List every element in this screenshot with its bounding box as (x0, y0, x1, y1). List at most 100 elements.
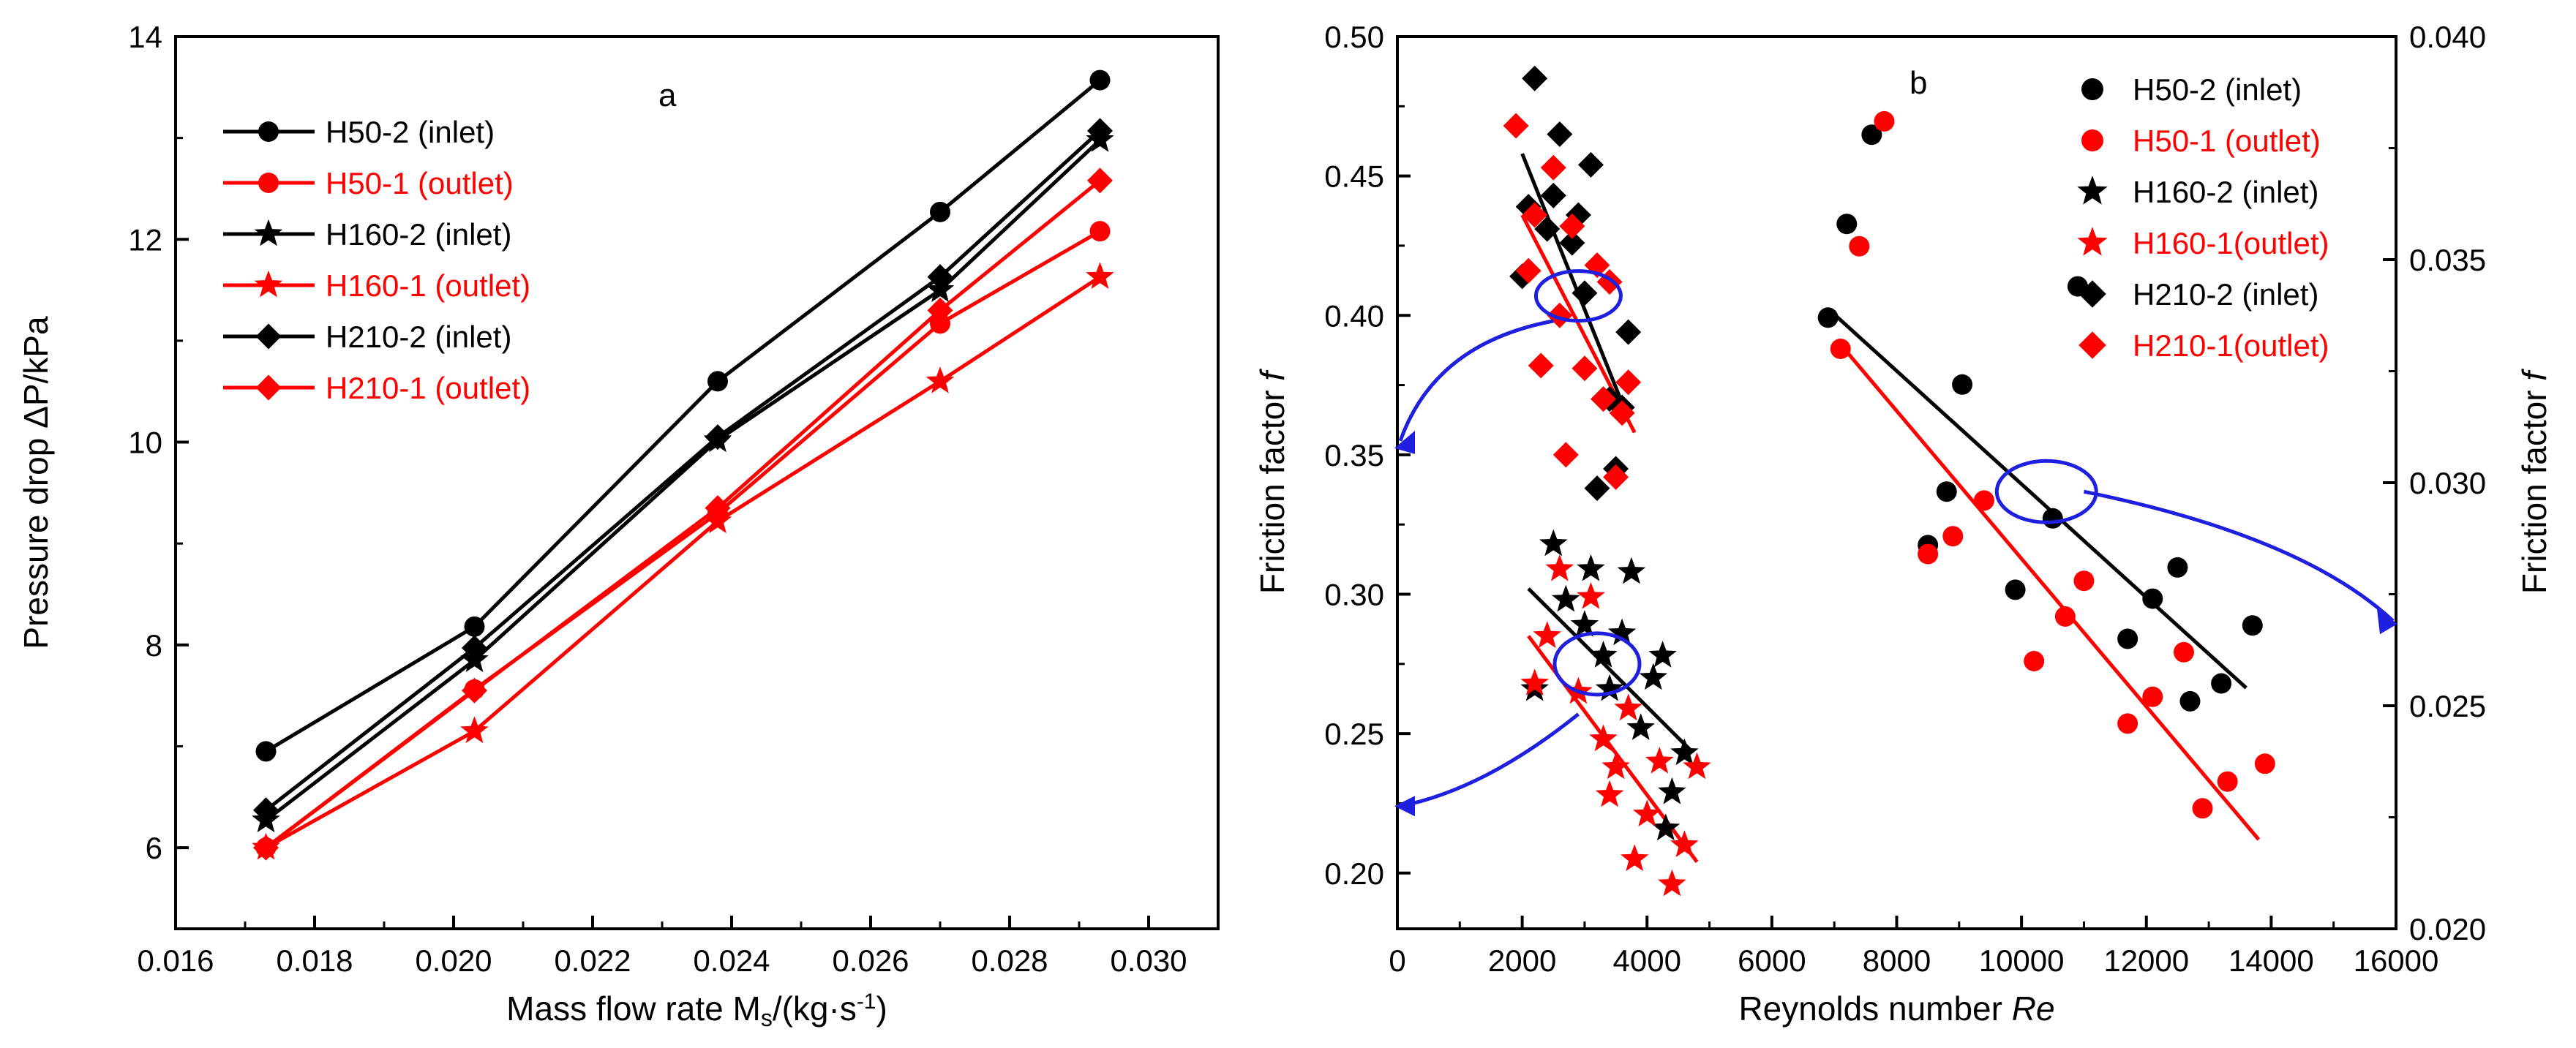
data-point (1087, 118, 1113, 144)
data-point (2173, 641, 2194, 663)
data-point (1615, 369, 1642, 396)
x-tick-label-b: 8000 (1863, 943, 1931, 978)
data-point (1973, 490, 1994, 511)
x-axis-label-part: s (761, 1005, 773, 1031)
data-point (1639, 663, 1668, 690)
data-point (927, 264, 953, 290)
data-point (1086, 262, 1114, 289)
data-point (462, 635, 487, 661)
legend-marker-b (2081, 129, 2103, 151)
data-point (1817, 307, 1839, 328)
data-point (2024, 651, 2045, 671)
data-point (1874, 110, 1895, 132)
y2-axis-label-b-part: Friction factor (2515, 381, 2553, 594)
x-axis-label-part: Reynolds number (1738, 989, 2011, 1028)
y-tick-label-a: 14 (128, 20, 162, 54)
data-point (1522, 202, 1548, 228)
x-tick-label-a: 0.018 (276, 943, 353, 978)
data-point (1545, 554, 1574, 581)
legend-label-b: H50-2 (inlet) (2133, 72, 2302, 107)
data-point (1683, 752, 1711, 780)
legend-marker-a (255, 323, 282, 350)
data-point (1539, 529, 1568, 557)
data-point (1559, 230, 1585, 256)
data-point (1577, 554, 1605, 581)
data-point (925, 366, 955, 393)
fit-line-black (1826, 307, 2248, 690)
data-point (1520, 668, 1549, 695)
axis-indicator-arrow (1400, 712, 1580, 808)
y-axis-label-b-part: Friction factor (1253, 381, 1291, 594)
x-tick-label-a: 0.028 (971, 943, 1048, 978)
y2-tick-label-b: 0.025 (2409, 689, 2486, 723)
fit-line-black (1520, 153, 1630, 420)
x-tick-label-b: 14000 (2228, 943, 2314, 978)
data-point (2142, 686, 2163, 707)
data-point (1614, 693, 1642, 721)
data-point (1651, 813, 1681, 841)
data-point (1942, 526, 1964, 547)
data-point (2211, 673, 2232, 694)
fit-line-black (1527, 587, 1692, 752)
data-point (1861, 124, 1882, 146)
y2-axis-label-b: Friction factor f (2515, 369, 2553, 594)
x-tick-label-b: 4000 (1613, 943, 1681, 978)
arrow-head-icon (1394, 796, 1415, 817)
legend-label-a: H210-2 (inlet) (326, 320, 511, 354)
axis-indicator-ellipse (1994, 459, 2098, 524)
data-point (1503, 113, 1529, 139)
y-tick-label-a: 12 (128, 222, 162, 257)
data-point (1522, 65, 1548, 91)
x-axis-label-part: /(kg·s (773, 989, 857, 1028)
data-point (1547, 121, 1573, 147)
y-axis-label-a: Pressure drop ΔP/kPa (17, 316, 55, 649)
data-point (1087, 167, 1113, 194)
legend-label-b: H160-1(outlet) (2133, 226, 2329, 260)
x-axis-label-part: Mass flow rate M (506, 989, 761, 1028)
y-tick-label-b: 0.35 (1324, 438, 1384, 472)
x-tick-label-b: 2000 (1488, 943, 1556, 978)
legend-marker-b (2081, 78, 2103, 100)
data-point (253, 834, 279, 861)
data-point (1617, 557, 1646, 584)
y2-tick-label-b: 0.020 (2409, 912, 2486, 946)
y2-axis-label-b-part: f (2515, 369, 2553, 381)
y2-tick-label-b: 0.040 (2409, 20, 2486, 54)
fit-line-red (1839, 343, 2261, 841)
data-point (1918, 543, 1939, 565)
x-tick-label-b: 16000 (2354, 943, 2439, 978)
data-point (1570, 610, 1599, 637)
x-axis-label-a: Mass flow rate Ms/(kg·s-1) (506, 989, 887, 1031)
x-axis-label-part: -1 (857, 989, 876, 1014)
data-point (1603, 464, 1629, 490)
data-point (1595, 780, 1624, 807)
x-tick-label-a: 0.016 (137, 943, 214, 978)
arrow-head-icon (2377, 609, 2397, 635)
x-tick-label-b: 10000 (1979, 943, 2065, 978)
plot-frame-a (174, 35, 1220, 930)
data-point (2117, 628, 2138, 649)
axis-indicator-arrow (1398, 319, 1554, 442)
data-point (1589, 724, 1618, 752)
data-point (253, 797, 279, 823)
data-point (464, 616, 485, 637)
data-point (1952, 374, 1973, 395)
legend-label-a: H210-1 (outlet) (326, 371, 530, 405)
data-point (1559, 213, 1585, 239)
legend-label-a: H160-2 (inlet) (326, 217, 511, 252)
legend-label-b: H210-1(outlet) (2133, 328, 2329, 363)
data-point (1849, 235, 1870, 257)
data-point (2054, 606, 2076, 627)
data-point (2254, 753, 2275, 774)
data-point (1936, 481, 1957, 502)
legend-marker-b (2079, 331, 2106, 359)
data-point (930, 313, 950, 334)
legend-marker-a (258, 173, 279, 193)
data-point (1658, 777, 1686, 804)
axis-indicator-ellipse (1533, 269, 1623, 323)
data-point (1089, 221, 1111, 242)
data-point (1620, 844, 1649, 872)
data-point (1528, 353, 1554, 379)
axis-indicator-arrow (2083, 489, 2395, 622)
